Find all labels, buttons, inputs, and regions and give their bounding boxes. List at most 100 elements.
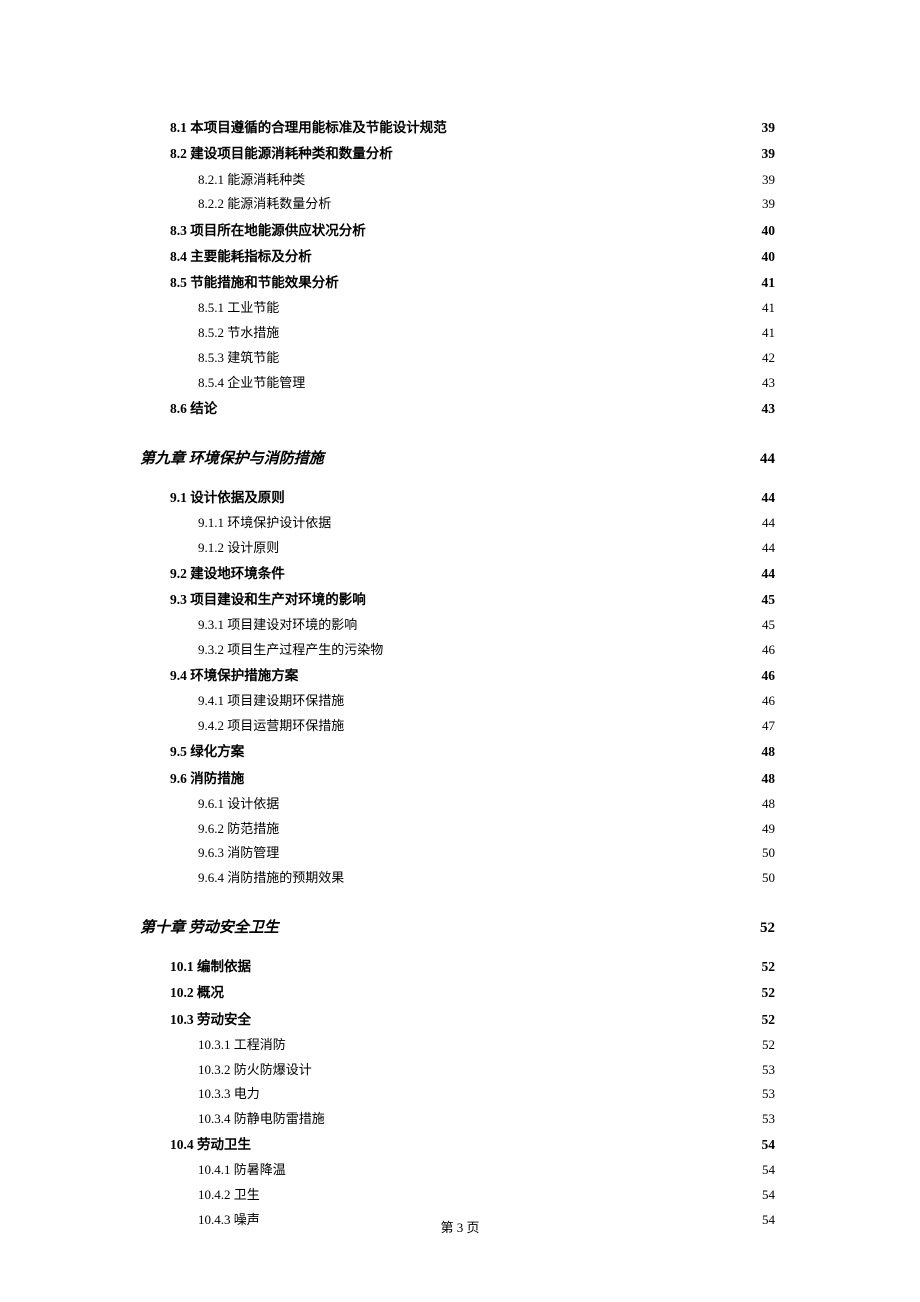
toc-entry-label: 9.3.2 项目生产过程产生的污染物 — [198, 639, 383, 658]
toc-entry-label: 8.5.4 企业节能管理 — [198, 372, 305, 391]
toc-leader-dots — [357, 628, 762, 629]
toc-leader-dots — [344, 881, 762, 882]
toc-entry-page: 39 — [762, 196, 775, 212]
toc-entry: 10.3.3 电力53 — [198, 1083, 775, 1102]
toc-entry-label: 10.3 劳动安全 — [170, 1008, 251, 1028]
toc-entry-label: 9.6.4 消防措施的预期效果 — [198, 867, 344, 886]
toc-leader-dots — [244, 755, 761, 756]
toc-entry: 9.3 项目建设和生产对环境的影响 45 — [170, 588, 775, 608]
toc-entry-label: 8.5.1 工业节能 — [198, 297, 279, 316]
toc-leader-dots — [244, 782, 761, 783]
toc-entry-page: 50 — [762, 870, 775, 886]
toc-leader-dots — [286, 1173, 762, 1174]
toc-leader-dots — [298, 679, 761, 680]
toc-entry-page: 48 — [762, 796, 775, 812]
page-footer: 第 3 页 — [0, 1217, 920, 1236]
toc-entry: 8.5.2 节水措施41 — [198, 322, 775, 341]
toc-leader-dots — [260, 1097, 762, 1098]
toc-leader-dots — [366, 603, 762, 604]
toc-leader-dots — [366, 234, 762, 235]
toc-entry-page: 47 — [762, 718, 775, 734]
toc-leader-dots — [325, 1122, 762, 1123]
toc-entry: 10.3.1 工程消防52 — [198, 1034, 775, 1053]
toc-leader-dots — [305, 386, 762, 387]
toc-entry: 10.4.2 卫生 54 — [198, 1184, 775, 1203]
toc-entry-page: 52 — [762, 985, 776, 1001]
toc-entry-page: 48 — [762, 744, 776, 760]
toc-entry-label: 10.1 编制依据 — [170, 955, 251, 975]
toc-entry-label: 10.4.1 防暑降温 — [198, 1159, 286, 1178]
toc-entry-page: 46 — [762, 642, 775, 658]
toc-entry: 8.6 结论43 — [170, 397, 775, 417]
toc-entry-page: 44 — [762, 490, 776, 506]
toc-entry-page: 52 — [762, 959, 776, 975]
toc-entry: 9.4.1 项目建设期环保措施 46 — [198, 690, 775, 709]
toc-leader-dots — [344, 704, 762, 705]
toc-entry-label: 10.4.2 卫生 — [198, 1184, 260, 1203]
toc-leader-dots — [383, 653, 762, 654]
toc-entry-label: 9.4 环境保护措施方案 — [170, 664, 298, 684]
toc-leader-dots — [312, 260, 762, 261]
toc-leader-dots — [279, 361, 762, 362]
toc-entry: 9.2 建设地环境条件 44 — [170, 562, 775, 582]
toc-entry-label: 8.4 主要能耗指标及分析 — [170, 245, 312, 265]
toc-entry: 9.6.1 设计依据48 — [198, 793, 775, 812]
toc-entry: 第十章 劳动安全卫生52 — [140, 916, 775, 937]
toc-entry-page: 39 — [762, 172, 775, 188]
toc-leader-dots — [286, 1048, 762, 1049]
toc-entry: 9.1.2 设计原则 44 — [198, 537, 775, 556]
toc-leader-dots — [279, 311, 762, 312]
toc-entry-label: 9.1.2 设计原则 — [198, 537, 279, 556]
toc-entry-page: 41 — [762, 275, 776, 291]
toc-entry-label: 9.4.1 项目建设期环保措施 — [198, 690, 344, 709]
toc-leader-dots — [447, 131, 762, 132]
toc-entry-label: 8.2 建设项目能源消耗种类和数量分析 — [170, 142, 393, 162]
toc-entry: 8.3 项目所在地能源供应状况分析 40 — [170, 219, 775, 239]
toc-entry-label: 9.1 设计依据及原则 — [170, 486, 285, 506]
toc-leader-dots — [305, 183, 762, 184]
toc-entry-label: 8.5.3 建筑节能 — [198, 347, 279, 366]
toc-entry-page: 52 — [760, 920, 775, 937]
toc-entry-label: 9.2 建设地环境条件 — [170, 562, 285, 582]
toc-entry-page: 50 — [762, 845, 775, 861]
toc-entry-label: 10.3.2 防火防爆设计 — [198, 1059, 312, 1078]
toc-entry: 9.4.2 项目运营期环保措施47 — [198, 715, 775, 734]
toc-entry: 9.4 环境保护措施方案46 — [170, 664, 775, 684]
toc-leader-dots — [331, 207, 762, 208]
toc-entry-page: 54 — [762, 1187, 775, 1203]
toc-entry-page: 44 — [762, 540, 775, 556]
toc-leader-dots — [344, 729, 762, 730]
toc-entry-label: 9.3.1 项目建设对环境的影响 — [198, 614, 357, 633]
toc-entry-label: 8.5 节能措施和节能效果分析 — [170, 271, 339, 291]
toc-entry-page: 54 — [762, 1137, 776, 1153]
toc-entry: 8.2.2 能源消耗数量分析39 — [198, 193, 775, 212]
toc-leader-dots — [251, 1023, 762, 1024]
toc-leader-dots — [279, 856, 762, 857]
toc-entry-label: 10.3.1 工程消防 — [198, 1034, 286, 1053]
toc-entry-page: 41 — [762, 325, 775, 341]
toc-leader-dots — [324, 461, 760, 463]
toc-entry-page: 42 — [762, 350, 775, 366]
toc-entry: 9.1 设计依据及原则 44 — [170, 486, 775, 506]
toc-leader-dots — [279, 807, 762, 808]
toc-leader-dots — [251, 970, 762, 971]
toc-entry-label: 10.3.3 电力 — [198, 1083, 260, 1102]
toc-entry: 8.5.1 工业节能41 — [198, 297, 775, 316]
toc-entry: 8.5.3 建筑节能 42 — [198, 347, 775, 366]
toc-entry-page: 44 — [762, 566, 776, 582]
toc-entry: 10.4.1 防暑降温54 — [198, 1159, 775, 1178]
toc-entry-page: 40 — [762, 223, 776, 239]
toc-entry: 9.6.4 消防措施的预期效果 50 — [198, 867, 775, 886]
toc-entry-page: 53 — [762, 1111, 775, 1127]
toc-entry-label: 9.6.3 消防管理 — [198, 842, 279, 861]
toc-entry-label: 8.3 项目所在地能源供应状况分析 — [170, 219, 366, 239]
toc-entry: 10.3 劳动安全52 — [170, 1008, 775, 1028]
toc-entry-page: 53 — [762, 1062, 775, 1078]
toc-entry-page: 45 — [762, 592, 776, 608]
toc-leader-dots — [339, 286, 762, 287]
toc-leader-dots — [279, 551, 762, 552]
toc-leader-dots — [217, 412, 761, 413]
toc-entry-page: 46 — [762, 693, 775, 709]
toc-entry-label: 9.3 项目建设和生产对环境的影响 — [170, 588, 366, 608]
toc-entry: 10.2 概况52 — [170, 981, 775, 1001]
